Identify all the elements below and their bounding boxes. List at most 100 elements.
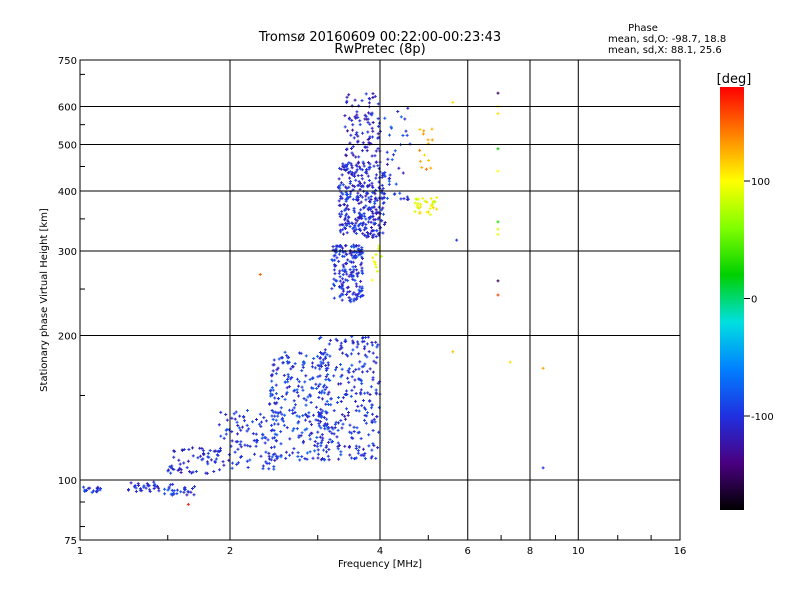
data-point (455, 238, 459, 242)
data-point (318, 374, 322, 378)
data-point (272, 465, 276, 469)
data-point (347, 370, 351, 374)
data-point (363, 233, 367, 237)
data-point (369, 197, 373, 201)
data-point (365, 192, 369, 196)
data-point (388, 133, 392, 137)
data-point (310, 423, 314, 427)
data-point (387, 179, 391, 183)
data-point (355, 426, 359, 430)
data-point (333, 253, 337, 257)
data-point (224, 412, 228, 416)
data-point (351, 270, 355, 274)
data-point (326, 440, 330, 444)
data-point (356, 404, 360, 408)
data-point (171, 491, 175, 495)
data-point (323, 427, 327, 431)
data-point (316, 363, 320, 367)
data-point (232, 412, 236, 416)
data-point (325, 417, 329, 421)
plot-frame (79, 59, 681, 541)
data-point (341, 228, 345, 232)
data-point (380, 175, 384, 179)
data-point (283, 380, 287, 384)
data-point (324, 402, 328, 406)
data-point (370, 421, 374, 425)
data-point (324, 410, 328, 414)
data-point (182, 461, 186, 465)
data-point (305, 427, 309, 431)
data-point (306, 395, 310, 399)
data-point (361, 251, 365, 255)
x-tick-label: 2 (227, 546, 233, 557)
data-point (418, 211, 422, 215)
data-point (339, 167, 343, 171)
data-point (346, 290, 350, 294)
data-point (373, 262, 377, 266)
data-point (296, 377, 300, 381)
data-point (301, 441, 305, 445)
data-point (267, 467, 271, 471)
data-point (364, 421, 368, 425)
data-point (366, 120, 370, 124)
data-point (344, 353, 348, 357)
data-point (364, 204, 368, 208)
data-point (359, 279, 363, 283)
data-point (356, 191, 360, 195)
data-point (270, 409, 274, 413)
data-point (273, 401, 277, 405)
data-point (309, 431, 313, 435)
data-point (278, 410, 282, 414)
data-point (270, 455, 274, 459)
data-point (370, 229, 374, 233)
data-point (323, 422, 327, 426)
data-point (382, 212, 386, 216)
data-point (95, 486, 99, 490)
data-point (328, 437, 332, 441)
data-point (344, 154, 348, 158)
data-point (375, 229, 379, 233)
data-point (358, 165, 362, 169)
data-point (334, 368, 338, 372)
data-point (376, 164, 380, 168)
data-point (319, 360, 323, 364)
data-point (351, 145, 355, 149)
data-point (370, 454, 374, 458)
data-point (214, 449, 218, 453)
data-point (347, 117, 351, 121)
data-point (426, 210, 430, 214)
data-point (344, 278, 348, 282)
data-point (381, 201, 385, 205)
data-point (133, 484, 137, 488)
data-point (421, 196, 425, 200)
data-point (352, 385, 356, 389)
data-point (321, 361, 325, 365)
data-point (285, 386, 289, 390)
data-point (362, 212, 366, 216)
data-point (371, 186, 375, 190)
data-point (134, 489, 138, 493)
data-point (363, 181, 367, 185)
data-point (366, 184, 370, 188)
data-point (362, 205, 366, 209)
data-point (374, 176, 378, 180)
colorbar-tick-label: 0 (751, 295, 757, 306)
data-point (198, 454, 202, 458)
data-point (348, 430, 352, 434)
data-point (425, 200, 429, 204)
data-point (390, 158, 394, 162)
data-point (324, 378, 328, 382)
data-point (375, 355, 379, 359)
data-point (368, 399, 372, 403)
data-point (261, 432, 265, 436)
data-point (345, 272, 349, 276)
data-point (169, 471, 173, 475)
data-point (332, 277, 336, 281)
data-point (363, 145, 367, 149)
data-point (373, 260, 377, 264)
data-point (319, 441, 323, 445)
data-point (346, 258, 350, 262)
data-point (320, 389, 324, 393)
data-point (435, 196, 439, 200)
data-point (274, 383, 278, 387)
